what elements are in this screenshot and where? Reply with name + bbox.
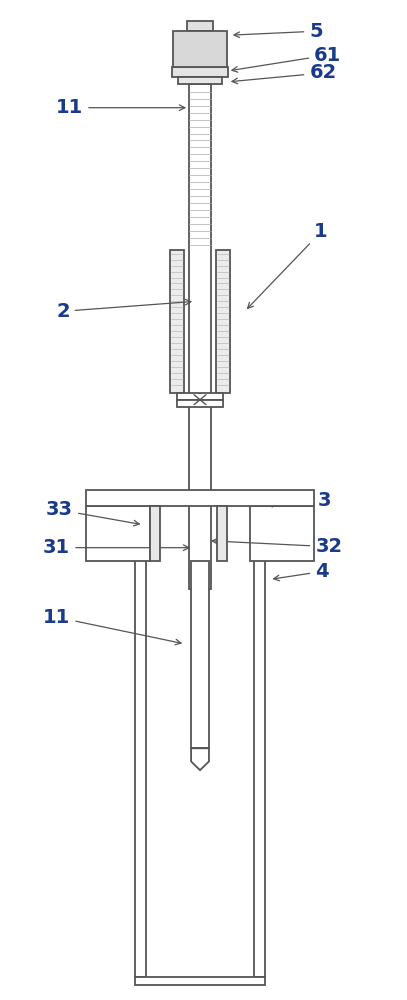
Bar xyxy=(86,506,150,561)
Bar xyxy=(217,506,227,561)
Text: 61: 61 xyxy=(232,46,341,72)
Bar xyxy=(173,31,227,67)
Text: 3: 3 xyxy=(267,490,331,510)
Text: 2: 2 xyxy=(56,299,191,321)
Bar xyxy=(136,977,265,985)
Bar xyxy=(86,490,314,506)
Text: 31: 31 xyxy=(43,538,189,557)
Text: 62: 62 xyxy=(232,63,337,84)
Bar xyxy=(136,506,147,977)
Text: 11: 11 xyxy=(43,608,181,645)
Bar xyxy=(249,506,314,561)
Text: 32: 32 xyxy=(212,537,342,556)
Bar xyxy=(187,21,213,31)
Bar xyxy=(178,77,222,84)
Text: 1: 1 xyxy=(247,222,328,308)
Bar xyxy=(191,561,209,748)
Bar xyxy=(177,393,223,400)
Bar xyxy=(172,67,228,77)
Text: 5: 5 xyxy=(234,22,323,41)
Polygon shape xyxy=(191,748,209,770)
Text: 11: 11 xyxy=(56,98,185,117)
Bar xyxy=(216,250,230,393)
Bar xyxy=(189,84,211,589)
Text: 4: 4 xyxy=(274,562,329,581)
Bar xyxy=(170,250,184,393)
Text: 33: 33 xyxy=(46,500,139,526)
Bar xyxy=(177,400,223,407)
Bar xyxy=(150,506,160,561)
Bar xyxy=(254,506,265,977)
